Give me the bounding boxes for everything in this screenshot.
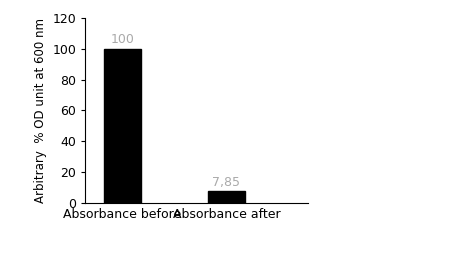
Y-axis label: Arbitrary  % OD unit at 600 nm: Arbitrary % OD unit at 600 nm (34, 18, 47, 203)
Bar (104, 49, 141, 203)
Bar (208, 191, 245, 203)
Text: 7,85: 7,85 (212, 176, 240, 189)
Text: 100: 100 (110, 33, 135, 46)
